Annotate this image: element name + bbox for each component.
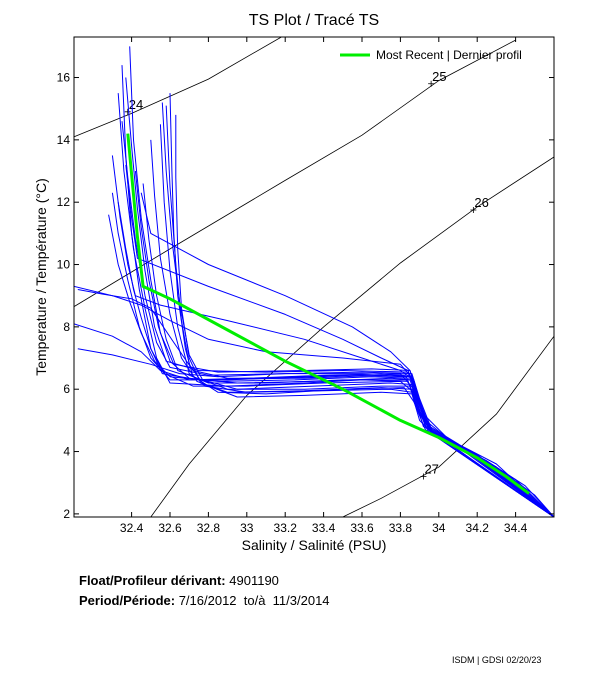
- y-tick-label: 4: [63, 445, 70, 459]
- period-info: Period/Période: 7/16/2012 to/à 11/3/2014: [79, 593, 330, 608]
- isopycnal-label-24: 24: [129, 97, 143, 112]
- x-tick-label: 32.6: [158, 521, 182, 535]
- profile-line-10: [74, 285, 554, 517]
- isopycnal-marker-25: [428, 80, 435, 87]
- period-value: 7/16/2012 to/à 11/3/2014: [178, 593, 330, 608]
- profile-lines: [74, 46, 554, 517]
- x-tick-label: 33.2: [274, 521, 298, 535]
- profile-line-1: [121, 65, 554, 517]
- y-tick-label: 8: [63, 320, 70, 334]
- chart-title: TS Plot / Tracé TS: [249, 12, 379, 29]
- isopycnal-27: [342, 335, 554, 517]
- plot-frame: [73, 36, 555, 518]
- x-tick-label: 34.4: [504, 521, 528, 535]
- y-tick-label: 14: [57, 133, 71, 147]
- y-tick-label: 12: [57, 195, 71, 209]
- legend-label: Most Recent | Dernier profil: [376, 48, 522, 62]
- isopycnal-25: [74, 39, 516, 307]
- y-tick-label: 6: [63, 382, 70, 396]
- profile-line-15: [121, 121, 554, 517]
- x-tick-label: 34: [432, 521, 446, 535]
- x-tick-label: 33.8: [389, 521, 413, 535]
- profile-line-6: [159, 124, 554, 517]
- isopycnal-marker-26: [470, 206, 477, 213]
- y-tick-label: 16: [57, 71, 71, 85]
- profile-line-22: [150, 139, 554, 517]
- float-label: Float/Profileur dérivant:: [79, 573, 226, 588]
- profile-line-17: [117, 202, 554, 517]
- recent-profile-line: [126, 133, 530, 495]
- isopycnal-marker-27: [420, 473, 427, 480]
- profile-line-5: [165, 105, 554, 517]
- isopycnal-marker-24: [124, 108, 131, 115]
- x-axis-label: Salinity / Salinité (PSU): [242, 537, 387, 553]
- x-tick-label: 32.8: [197, 521, 221, 535]
- x-tick-label: 33.4: [312, 521, 336, 535]
- isopycnal-26: [150, 156, 554, 517]
- isopycnal-label-26: 26: [474, 195, 488, 210]
- y-axis-label: Temperature / Température (°C): [33, 178, 49, 376]
- isopycnal-label-25: 25: [432, 69, 446, 84]
- y-tick-label: 2: [63, 507, 70, 521]
- recent-profile: [126, 133, 530, 495]
- profile-line-4: [169, 93, 554, 517]
- credit-line: ISDM | GDSI 02/20/23: [452, 655, 542, 665]
- x-tick-label: 33.6: [350, 521, 374, 535]
- profile-line-14: [175, 114, 554, 517]
- y-tick-label: 10: [57, 258, 71, 272]
- profile-line-11: [74, 323, 554, 517]
- x-tick-label: 32.4: [120, 521, 144, 535]
- legend: Most Recent | Dernier profil: [340, 48, 522, 62]
- period-label: Period/Période:: [79, 593, 176, 608]
- profile-line-3: [129, 46, 554, 517]
- profile-line-18: [161, 102, 554, 517]
- x-tick-label: 34.2: [466, 521, 490, 535]
- profile-line-23: [134, 170, 554, 517]
- x-axis: 32.4 32.6 32.8 33 33.2 33.4 33.6 33.8 34 34.2 34.4: [120, 37, 528, 535]
- profile-line-21: [77, 289, 554, 517]
- profile-line-13: [125, 77, 554, 517]
- float-info: Float/Profileur dérivant: 4901190: [79, 573, 279, 588]
- x-tick-label: 33: [240, 521, 254, 535]
- isopycnal-label-27: 27: [424, 461, 438, 476]
- float-value: 4901190: [229, 573, 279, 588]
